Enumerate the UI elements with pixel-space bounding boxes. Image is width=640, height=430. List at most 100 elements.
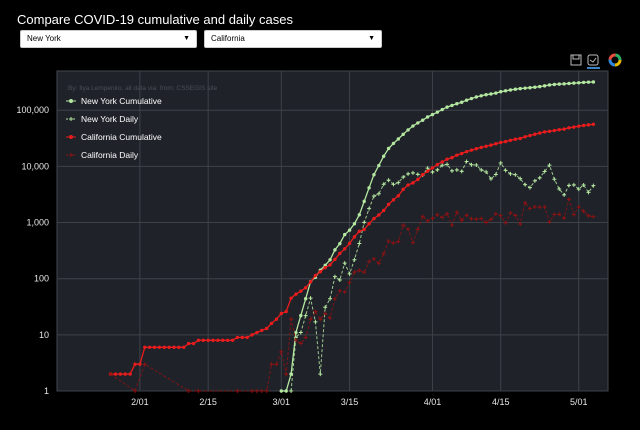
data-point — [537, 205, 542, 210]
data-point — [352, 222, 357, 226]
x-tick-label: 4/15 — [492, 397, 510, 407]
data-point — [332, 296, 337, 301]
data-point — [284, 309, 288, 314]
data-point — [274, 362, 279, 367]
data-point — [557, 212, 562, 217]
data-point — [303, 286, 308, 290]
data-point — [503, 220, 508, 225]
data-point — [430, 112, 435, 117]
data-point — [338, 251, 342, 256]
chart-attribution: By: Ilya Lempenko, all data via: from: C… — [68, 85, 218, 92]
data-point — [454, 167, 459, 172]
data-point — [440, 107, 444, 112]
data-point — [460, 100, 464, 104]
data-point — [489, 92, 493, 96]
data-point — [425, 166, 430, 171]
chevron-down-icon: ▼ — [368, 35, 375, 42]
data-point — [523, 200, 528, 205]
data-point — [279, 349, 284, 354]
data-point — [143, 345, 147, 350]
data-point — [498, 160, 503, 165]
data-point — [264, 326, 269, 331]
state-select-left[interactable]: New York ▼ — [20, 30, 197, 48]
data-point — [308, 317, 313, 322]
data-point — [411, 124, 415, 128]
data-point — [474, 217, 479, 222]
data-point — [128, 372, 132, 376]
data-point — [484, 220, 489, 225]
data-point — [357, 268, 362, 273]
data-point — [542, 169, 547, 174]
data-point — [552, 212, 557, 217]
data-point — [547, 83, 552, 87]
data-point — [274, 317, 279, 321]
data-point — [562, 127, 566, 131]
data-point — [498, 213, 503, 218]
x-tick-label: 4/01 — [424, 397, 442, 407]
data-point — [342, 232, 347, 237]
state-select-right[interactable]: California ▼ — [204, 30, 382, 48]
data-point — [396, 137, 401, 141]
data-point — [562, 82, 566, 86]
data-point — [284, 389, 288, 393]
data-point — [342, 247, 347, 251]
data-point — [406, 171, 411, 176]
data-point — [430, 216, 435, 221]
data-point — [513, 87, 518, 91]
data-point — [191, 341, 196, 346]
data-point — [410, 240, 415, 245]
data-point — [445, 211, 450, 216]
bokeh-logo-icon[interactable] — [608, 53, 622, 67]
data-point — [303, 297, 308, 301]
data-point — [235, 335, 240, 340]
data-point — [488, 217, 493, 222]
data-point — [440, 160, 444, 164]
save-icon[interactable] — [570, 53, 584, 67]
data-point — [425, 115, 430, 119]
data-point — [552, 128, 557, 133]
data-point — [367, 206, 372, 211]
data-point — [455, 153, 459, 157]
data-point — [420, 214, 425, 219]
data-point — [581, 183, 586, 188]
data-point — [542, 130, 547, 134]
data-point — [113, 372, 118, 376]
data-point — [567, 81, 571, 86]
data-point — [435, 167, 440, 172]
data-point — [318, 372, 323, 377]
data-point — [523, 182, 528, 187]
data-point — [323, 311, 328, 316]
data-point — [299, 313, 303, 318]
legend-swatch-marker — [69, 135, 73, 139]
data-point — [367, 259, 372, 264]
data-point — [133, 362, 137, 366]
data-point — [254, 389, 259, 393]
data-point — [318, 270, 323, 274]
data-point — [503, 139, 508, 144]
data-point — [371, 194, 376, 199]
data-point — [289, 372, 293, 376]
data-point — [523, 86, 527, 90]
data-point — [401, 223, 406, 228]
data-point — [489, 143, 493, 147]
data-point — [474, 147, 479, 151]
data-point — [577, 124, 581, 128]
reset-icon[interactable] — [587, 53, 601, 69]
data-point — [323, 263, 327, 268]
data-point — [142, 362, 147, 367]
data-point — [430, 166, 435, 170]
data-point — [416, 121, 420, 125]
data-point — [576, 204, 581, 209]
data-point — [542, 205, 547, 210]
data-point — [494, 91, 498, 95]
data-point — [547, 129, 552, 134]
data-point — [211, 338, 215, 342]
y-tick-label: 1,000 — [26, 218, 49, 228]
data-point — [328, 296, 333, 301]
covid-cases-chart[interactable]: 1 10 100 1,000 10,000 100,000 2/01 2/15 3/01 3/15… — [0, 68, 640, 430]
data-point — [586, 80, 591, 84]
data-point — [499, 140, 503, 145]
data-point — [513, 137, 518, 141]
data-point — [508, 88, 513, 92]
data-point — [279, 389, 284, 393]
